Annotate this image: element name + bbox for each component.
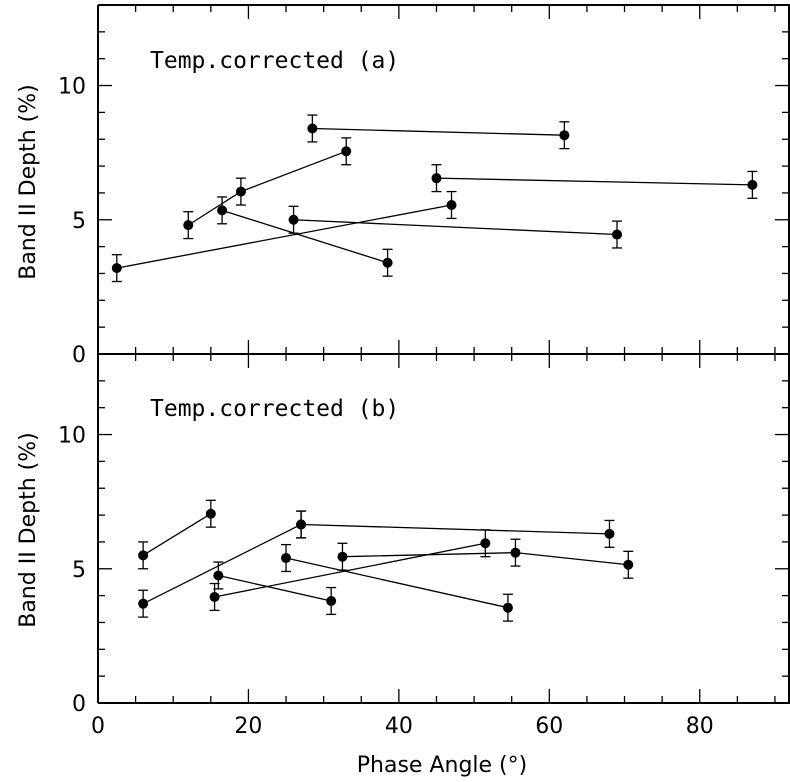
panel-a-series-line bbox=[312, 127, 565, 136]
panel-a-data-point bbox=[341, 146, 352, 157]
panel-b-data-point bbox=[337, 551, 348, 562]
panel-a-data-point bbox=[612, 229, 622, 240]
panel-b-data-point bbox=[138, 550, 149, 561]
panel-a-data-point bbox=[559, 130, 570, 141]
panel-a-data-point bbox=[747, 179, 758, 190]
panel-b-data-point bbox=[281, 553, 292, 564]
panel-a-data-point bbox=[217, 205, 228, 216]
panel-b-data-point bbox=[510, 547, 521, 558]
panel-a-series-line bbox=[293, 219, 618, 236]
panel-b-y-tick-label: 10 bbox=[58, 424, 86, 449]
panel-b-y-tick-label: 0 bbox=[72, 692, 86, 717]
panel-b-data-point bbox=[213, 570, 224, 581]
panel-b-series-line bbox=[214, 542, 486, 598]
panel-a-data-point bbox=[235, 186, 246, 197]
panel-a-series-line bbox=[436, 177, 753, 186]
panel-a-data-point bbox=[382, 257, 393, 268]
panel-b-data-point bbox=[502, 602, 513, 613]
panel-b-series-line bbox=[301, 523, 610, 535]
x-tick-label: 80 bbox=[686, 714, 714, 739]
panel-a-data-point bbox=[111, 263, 122, 274]
panel-b-data-point bbox=[326, 595, 337, 606]
panel-b: Temp.corrected (b) Band II Depth (%) 0 5 1… bbox=[16, 353, 790, 739]
panel-a-title: Temp.corrected (a) bbox=[150, 48, 399, 74]
panel-b-title: Temp.corrected (b) bbox=[150, 396, 399, 422]
panel-b-data-point bbox=[480, 538, 491, 549]
panel-a-y-tick-label: 5 bbox=[72, 209, 86, 234]
panel-b-series-line bbox=[142, 523, 302, 605]
panel-b-series-line bbox=[218, 574, 332, 602]
panel-a-y-axis-title: Band II Depth (%) bbox=[16, 84, 41, 280]
panel-b-data-point bbox=[604, 528, 615, 539]
panel-b-series-line bbox=[142, 513, 212, 556]
panel-a-series-line bbox=[187, 150, 347, 226]
panel-a-data-point bbox=[288, 214, 299, 225]
panel-b-data-point bbox=[296, 519, 307, 530]
panel-a-series-line bbox=[116, 204, 452, 269]
panel-a-y-tick-label: 0 bbox=[72, 343, 86, 368]
panel-a-y-tick-label: 10 bbox=[58, 75, 86, 100]
panel-a-series-line bbox=[221, 209, 388, 264]
panel-b-data-point bbox=[205, 508, 216, 519]
panel-b-data-point bbox=[209, 591, 220, 602]
x-tick-label: 40 bbox=[385, 714, 413, 739]
panel-b-y-tick-label: 5 bbox=[72, 558, 86, 583]
x-tick-label: 60 bbox=[535, 714, 563, 739]
panel-b-data-point bbox=[138, 598, 149, 609]
panel-a-data-point bbox=[183, 220, 194, 231]
x-tick-label: 20 bbox=[234, 714, 262, 739]
x-tick-label: 0 bbox=[91, 714, 105, 739]
panel-b-y-axis-title: Band II Depth (%) bbox=[16, 432, 41, 628]
panel-a: Temp.corrected (a) Band II Depth (%) 0 5 1… bbox=[16, 4, 790, 368]
panel-a-data-point bbox=[431, 173, 442, 184]
panel-a-data-point bbox=[446, 200, 457, 211]
panel-a-data-point bbox=[307, 123, 318, 134]
panel-b-series-line bbox=[285, 557, 509, 609]
x-axis-title: Phase Angle (°) bbox=[357, 753, 527, 778]
panel-b-data-point bbox=[623, 559, 634, 570]
